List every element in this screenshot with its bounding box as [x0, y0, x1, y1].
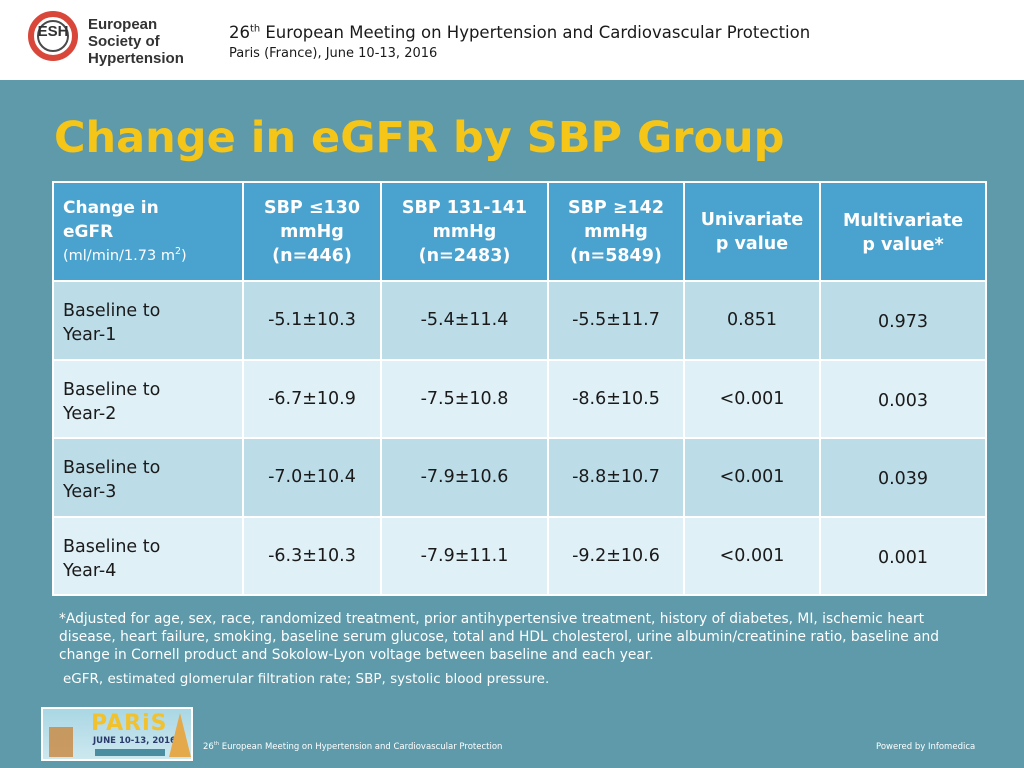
monument-icon: [49, 727, 73, 757]
cell-univariate-p: <0.001: [683, 358, 821, 439]
header-bar: ESH European Society of Hypertension 26t…: [0, 0, 1024, 80]
slide-title: Change in eGFR by SBP Group: [54, 113, 785, 163]
paris-dates: JUNE 10-13, 2016: [93, 736, 176, 746]
meeting-title: 26th European Meeting on Hypertension an…: [229, 23, 811, 42]
cell-sbp-131-141: -7.5±10.8: [380, 358, 549, 439]
cell-sbp-le130: -7.0±10.4: [242, 437, 382, 518]
cell-sbp-131-141: -7.9±11.1: [380, 515, 549, 596]
cell-univariate-p: 0.851: [683, 280, 821, 361]
cell-multivariate-p: 0.001: [819, 515, 987, 596]
paris-word: PARiS: [91, 711, 168, 736]
eiffel-tower-icon: [169, 713, 191, 757]
egfr-table: Change in eGFR (ml/min/1.73 m2) SBP ≤130…: [52, 181, 987, 596]
cell-sbp-le130: -6.7±10.9: [242, 358, 382, 439]
esh-logo-abbr: ESH: [37, 23, 69, 40]
cell-sbp-ge142: -9.2±10.6: [547, 515, 685, 596]
paris-band: [95, 749, 165, 756]
cell-sbp-le130: -5.1±10.3: [242, 280, 382, 361]
paris-meeting-banner[interactable]: PARiS JUNE 10-13, 2016: [41, 707, 193, 761]
cell-multivariate-p: 0.973: [819, 280, 987, 361]
adjustment-footnote: *Adjusted for age, sex, race, randomized…: [59, 611, 940, 663]
cell-univariate-p: <0.001: [683, 515, 821, 596]
row-label: Baseline to Year-3: [52, 437, 244, 518]
cell-multivariate-p: 0.003: [819, 358, 987, 439]
cell-sbp-ge142: -5.5±11.7: [547, 280, 685, 361]
table-row: Baseline to Year-3 -7.0±10.4 -7.9±10.6 -8…: [52, 437, 987, 518]
row-label: Baseline to Year-1: [52, 280, 244, 361]
header-sbp-ge142: SBP ≥142 mmHg (n=5849): [547, 181, 685, 282]
header-sbp-131-141: SBP 131-141 mmHg (n=2483): [380, 181, 549, 282]
cell-sbp-ge142: -8.6±10.5: [547, 358, 685, 439]
header-multivariate-p: Multivariate p value*: [819, 181, 987, 282]
cell-sbp-le130: -6.3±10.3: [242, 515, 382, 596]
header-change-in-egfr: Change in eGFR (ml/min/1.73 m2): [52, 181, 244, 282]
footer-meeting-title: 26th European Meeting on Hypertension an…: [203, 741, 503, 752]
cell-univariate-p: <0.001: [683, 437, 821, 518]
meeting-location: Paris (France), June 10-13, 2016: [229, 46, 438, 61]
header-univariate-p: Univariate p value: [683, 181, 821, 282]
row-label: Baseline to Year-2: [52, 358, 244, 439]
esh-logo[interactable]: ESH European Society of Hypertension: [28, 11, 198, 71]
cell-sbp-ge142: -8.8±10.7: [547, 437, 685, 518]
esh-logo-ring-icon: [28, 11, 78, 61]
header-sbp-le130: SBP ≤130 mmHg (n=446): [242, 181, 382, 282]
table-row: Baseline to Year-4 -6.3±10.3 -7.9±11.1 -9…: [52, 515, 987, 596]
row-label: Baseline to Year-4: [52, 515, 244, 596]
cell-multivariate-p: 0.039: [819, 437, 987, 518]
cell-sbp-131-141: -5.4±11.4: [380, 280, 549, 361]
table-row: Baseline to Year-2 -6.7±10.9 -7.5±10.8 -8…: [52, 358, 987, 439]
esh-logo-name: European Society of Hypertension: [88, 16, 184, 67]
cell-sbp-131-141: -7.9±10.6: [380, 437, 549, 518]
table-row: Baseline to Year-1 -5.1±10.3 -5.4±11.4 -5…: [52, 280, 987, 361]
abbreviations-footnote: eGFR, estimated glomerular filtration ra…: [63, 671, 550, 687]
table-header-row: Change in eGFR (ml/min/1.73 m2) SBP ≤130…: [52, 181, 987, 282]
powered-by: Powered by Infomedica: [876, 742, 976, 752]
